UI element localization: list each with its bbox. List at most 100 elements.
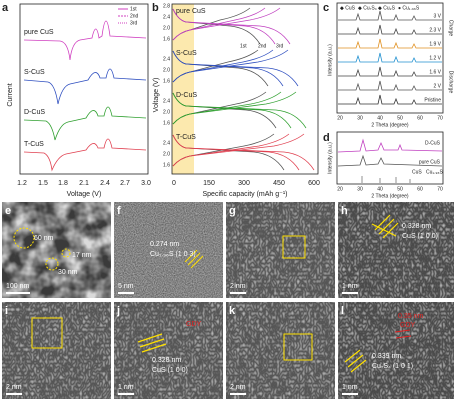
tick: 2.0 <box>163 25 170 31</box>
legend-entry: ◆ Cu₇S₄ <box>358 5 377 11</box>
sample-label: T-CuS <box>176 134 196 141</box>
curve <box>23 20 147 61</box>
panel-label: e <box>5 205 11 217</box>
sample-label: T-CuS <box>24 141 44 148</box>
sample-label: pure CuS <box>419 159 441 165</box>
tick: 70 <box>437 115 443 121</box>
panel-label: j <box>116 305 120 317</box>
state-label: 2.3 V <box>429 27 441 33</box>
panel-label: c <box>323 2 329 14</box>
marker <box>45 257 59 271</box>
scale-bar <box>118 292 134 294</box>
curve <box>172 92 307 129</box>
legend-entry: ◆ CuS <box>340 5 356 11</box>
lattice-lines <box>344 349 367 373</box>
charge-label: Charge <box>448 20 454 37</box>
lattice-lines <box>371 214 399 239</box>
tick: 60 <box>417 186 423 192</box>
scale-bar <box>230 393 246 395</box>
marker <box>13 227 35 249</box>
spacing: 0.328 nm <box>402 223 431 230</box>
panel-label: a <box>2 2 9 14</box>
tick: 50 <box>397 186 403 192</box>
lattice-lines <box>184 249 204 269</box>
scale-label: 2 nm <box>6 384 22 391</box>
panel-d: d Intensity (a.u.) D-CuS pure CuS CuS Cu… <box>323 131 443 199</box>
scale-label: 2 nm <box>230 283 246 290</box>
image <box>338 302 454 399</box>
tick: 2.4 <box>163 14 170 20</box>
discharge-label: Discharge <box>448 71 454 94</box>
tick: 1.5 <box>38 180 48 187</box>
y-label: Current <box>7 83 14 106</box>
curve <box>23 106 147 141</box>
image <box>226 302 335 399</box>
tick: 30 <box>357 115 363 121</box>
tick: 2.4 <box>163 56 170 62</box>
tick: 1.2 <box>17 180 27 187</box>
curve <box>338 66 442 77</box>
curve <box>23 138 147 172</box>
scale-label: 1 nm <box>118 384 134 391</box>
sample-label: S-CuS <box>176 50 197 57</box>
tick: 2.1 <box>79 180 89 187</box>
tick: 300 <box>238 180 250 187</box>
panel-j: j GDY 0.328 nm CuS (1 0 0) 1 nm <box>114 302 223 399</box>
panel-b: b Voltage (V) Specific capacity (mAh g⁻¹… <box>152 2 320 198</box>
tag: GDY <box>186 321 202 328</box>
panel-k: k 2 nm <box>226 302 335 399</box>
tick: 40 <box>377 115 383 121</box>
tick: 60 <box>417 115 423 121</box>
legend-entry: 3rd <box>276 43 283 49</box>
sample-label: S-CuS <box>24 69 45 76</box>
curve <box>338 52 442 63</box>
legend: 1st 2nd 3rd <box>118 6 139 26</box>
plane: CuS (1 0 0) <box>152 367 188 374</box>
curve <box>172 91 297 125</box>
tick: 1.6 <box>163 78 170 84</box>
legend-entry: 2nd <box>258 43 267 49</box>
tick: 2.8 <box>163 3 170 9</box>
spacing: 0.274 nm <box>150 241 179 248</box>
image <box>114 302 223 399</box>
scale-label: 2 nm <box>230 384 246 391</box>
tick: 3.0 <box>141 180 151 187</box>
panel-e: e 60 nm 30 nm 17 nm 100 nm <box>2 202 111 298</box>
x-label: 2 Theta (degree) <box>371 122 408 128</box>
panel-label: f <box>117 205 121 217</box>
panel-l: l 0.35 nm GDY 0.339 nm Cu₇S₄ (1 0 1) 1 n… <box>338 302 454 399</box>
panel-label: h <box>341 205 348 217</box>
state-label: Pristine <box>424 97 441 103</box>
axes <box>336 2 444 114</box>
x-label: Specific capacity (mAh g⁻¹) <box>203 191 288 198</box>
curve <box>23 68 147 105</box>
spacing: 0.339 nm <box>372 353 401 360</box>
curve <box>338 24 442 35</box>
state-labels: 3 V 2.3 V 1.9 V 1.2 V 1.6 V 2 V Pristine <box>424 13 441 103</box>
legend-entry: 1st <box>130 6 137 12</box>
plane: Cu₁.₉₆S (1 0 3) <box>150 251 196 258</box>
scale-bar <box>342 393 358 395</box>
roi <box>282 235 306 259</box>
x-label: Voltage (V) <box>67 191 102 198</box>
lattice-lines <box>394 329 412 339</box>
curve <box>337 138 443 153</box>
scale-label: 1 nm <box>342 384 358 391</box>
curve <box>338 10 442 21</box>
tag: GDY <box>400 322 416 329</box>
legend-entry: 1st <box>240 43 247 49</box>
legend-entry: ● Cu₁.₉₆S <box>398 5 420 11</box>
panel-label: k <box>229 305 236 317</box>
x-ticks: 0 150 300 450 600 <box>172 180 320 187</box>
curve <box>338 94 442 105</box>
y-label: Intensity (a.u.) <box>327 44 333 76</box>
x-ticks: 20 30 40 50 60 70 <box>337 186 443 192</box>
panel-label: g <box>229 205 236 217</box>
scale-label: 100 nm <box>6 283 30 290</box>
tick: 20 <box>337 115 343 121</box>
state-label: 1.6 V <box>429 69 441 75</box>
tick: 600 <box>308 180 320 187</box>
state-label: 1.2 V <box>429 55 441 61</box>
x-ticks: 20 30 40 50 60 70 <box>337 115 443 121</box>
